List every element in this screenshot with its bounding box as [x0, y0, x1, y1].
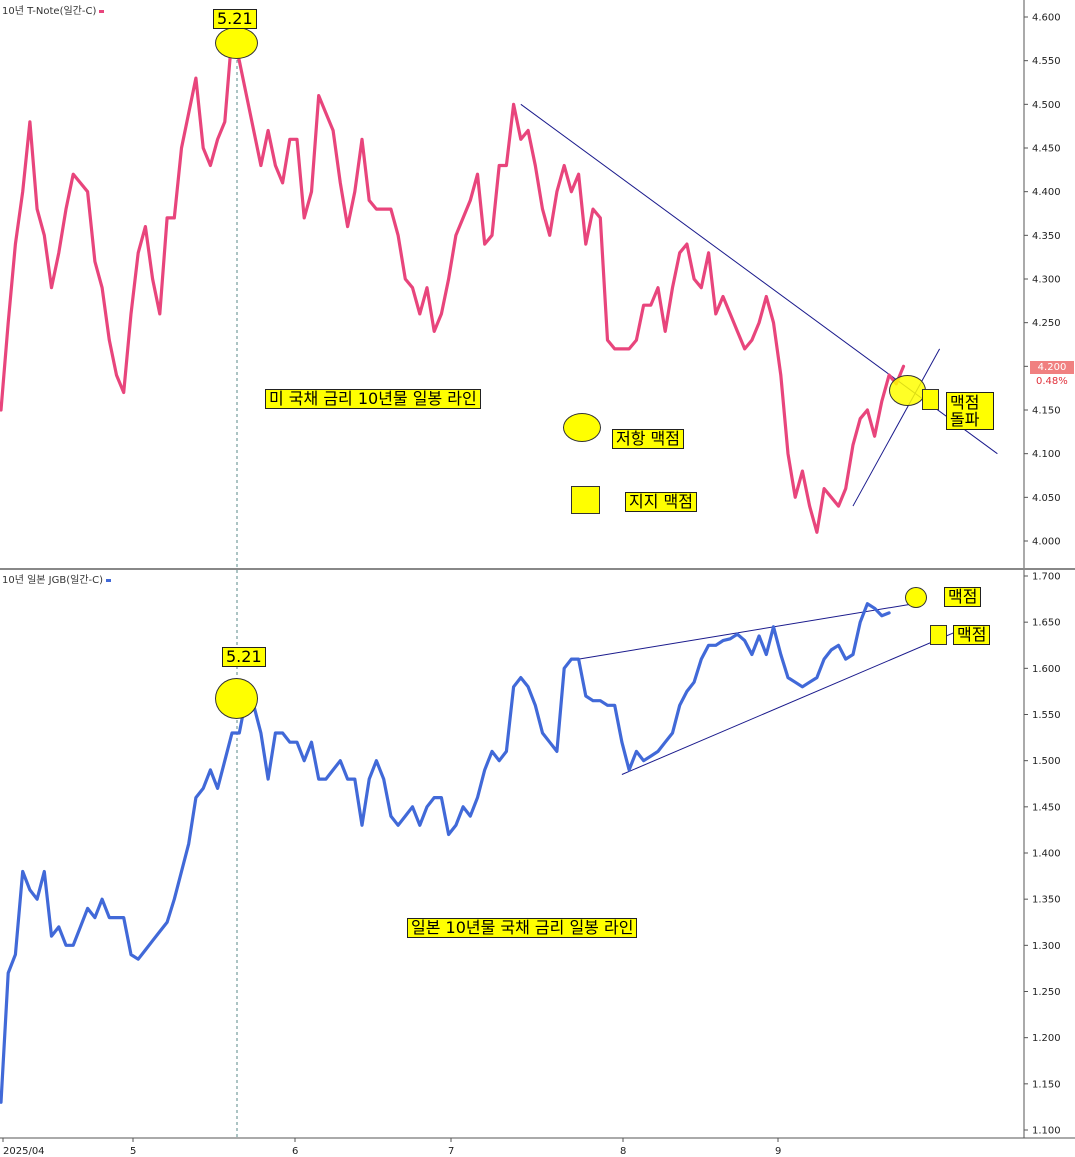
- change-percent-label: 0.48%: [1036, 376, 1068, 387]
- top-y-tick-label: 4.450: [1032, 144, 1061, 155]
- top-peak-label: 5.21: [213, 9, 257, 29]
- bottom-panel-title: 10년 일본 JGB(일간-C): [2, 571, 112, 586]
- top-y-tick-label: 4.000: [1032, 537, 1061, 548]
- bottom-peak-ellipse: [215, 678, 258, 719]
- top-y-tick-label: 4.100: [1032, 449, 1061, 460]
- upper-line-ellipse: [905, 587, 927, 608]
- bottom-y-tick-label: 1.300: [1032, 941, 1061, 952]
- bottom-y-tick-label: 1.700: [1032, 572, 1061, 583]
- bottom-y-tick-label: 1.450: [1032, 802, 1061, 813]
- bottom-y-tick-label: 1.350: [1032, 895, 1061, 906]
- x-tick-label: 6: [292, 1146, 298, 1157]
- x-tick-label: 5: [130, 1146, 136, 1157]
- top-series-line: [0, 32, 906, 534]
- bottom-y-tick-label: 1.650: [1032, 618, 1061, 629]
- top-y-tick-label: 4.600: [1032, 13, 1061, 24]
- x-tick-label: 8: [620, 1146, 626, 1157]
- top-series-color-marker: [99, 9, 105, 13]
- resistance-legend-ellipse: [563, 413, 601, 442]
- bottom-y-tick-label: 1.500: [1032, 756, 1061, 767]
- bottom-y-tick-label: 1.400: [1032, 849, 1061, 860]
- top-peak-ellipse: [215, 27, 258, 59]
- x-tick-label: 2025/04: [3, 1146, 45, 1157]
- top-panel-title: 10년 T-Note(일간-C): [2, 2, 105, 17]
- top-y-tick-label: 4.150: [1032, 406, 1061, 417]
- bottom-y-tick-label: 1.250: [1032, 987, 1061, 998]
- top-y-tick-label: 4.300: [1032, 275, 1061, 286]
- breakout-square: [922, 389, 939, 410]
- top-y-tick-label: 4.350: [1032, 231, 1061, 242]
- lower-line-label: 맥점: [953, 625, 991, 645]
- top-y-tick-label: 4.400: [1032, 187, 1061, 198]
- top-y-tick-label: 4.050: [1032, 493, 1061, 504]
- bottom-y-tick-label: 1.550: [1032, 710, 1061, 721]
- x-tick-label: 7: [448, 1146, 454, 1157]
- breakout-ellipse: [889, 375, 926, 406]
- bottom-peak-label: 5.21: [222, 647, 266, 667]
- top-trendline-2: [852, 348, 941, 507]
- bottom-series-color-marker: [106, 578, 112, 582]
- x-tick-label: 9: [775, 1146, 781, 1157]
- top-y-tick-label: 4.250: [1032, 318, 1061, 329]
- bottom-series-annotation: 일본 10년물 국채 금리 일봉 라인: [407, 918, 638, 938]
- breakout-annotation: 맥점 돌파: [946, 392, 994, 430]
- bottom-trendline-1: [578, 601, 926, 660]
- bottom-y-tick-label: 1.150: [1032, 1079, 1061, 1090]
- bottom-trendline-2: [621, 629, 962, 775]
- resistance-legend-label: 저항 맥점: [612, 429, 684, 449]
- bottom-y-tick-label: 1.200: [1032, 1033, 1061, 1044]
- upper-line-label: 맥점: [944, 587, 982, 607]
- current-price-label: 4.200: [1030, 361, 1074, 374]
- top-y-tick-label: 4.500: [1032, 100, 1061, 111]
- bottom-series-line: [0, 602, 891, 1104]
- top-y-tick-label: 4.550: [1032, 56, 1061, 67]
- bottom-y-tick-label: 1.600: [1032, 664, 1061, 675]
- support-legend-label: 지지 맥점: [625, 492, 697, 512]
- lower-line-square: [930, 625, 947, 645]
- top-series-annotation: 미 국채 금리 10년물 일봉 라인: [265, 389, 481, 409]
- support-legend-square: [571, 486, 600, 514]
- bottom-y-tick-label: 1.100: [1032, 1126, 1061, 1137]
